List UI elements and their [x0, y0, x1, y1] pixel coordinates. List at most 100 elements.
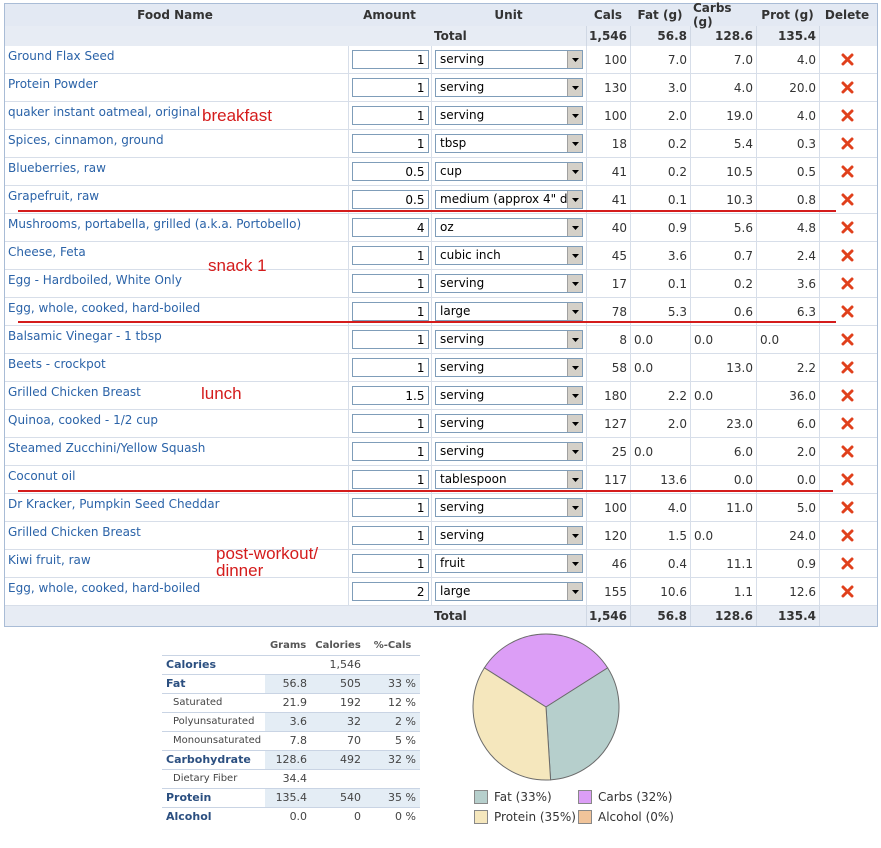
food-name-link[interactable]: Quinoa, cooked - 1/2 cup: [8, 412, 159, 427]
chevron-down-icon[interactable]: [567, 135, 582, 152]
food-name-link[interactable]: Dr Kracker, Pumpkin Seed Cheddar: [8, 496, 220, 511]
amount-input[interactable]: [351, 162, 429, 181]
unit-select[interactable]: large: [435, 582, 583, 601]
delete-icon[interactable]: [841, 501, 854, 514]
chevron-down-icon[interactable]: [567, 247, 582, 264]
amount-input[interactable]: [351, 582, 429, 601]
chevron-down-icon[interactable]: [567, 191, 582, 208]
chevron-down-icon[interactable]: [567, 387, 582, 404]
chevron-down-icon[interactable]: [567, 79, 582, 96]
amount-input[interactable]: [351, 330, 429, 349]
food-name-link[interactable]: Spices, cinnamon, ground: [8, 132, 164, 147]
chevron-down-icon[interactable]: [567, 555, 582, 572]
food-name-link[interactable]: Grilled Chicken Breast: [8, 384, 141, 399]
chevron-down-icon[interactable]: [567, 219, 582, 236]
unit-select[interactable]: tablespoon: [435, 470, 583, 489]
chevron-down-icon[interactable]: [567, 527, 582, 544]
amount-input[interactable]: [351, 134, 429, 153]
unit-select[interactable]: tbsp: [435, 134, 583, 153]
chevron-down-icon[interactable]: [567, 415, 582, 432]
delete-icon[interactable]: [841, 137, 854, 150]
delete-icon[interactable]: [841, 193, 854, 206]
food-name-link[interactable]: Kiwi fruit, raw: [8, 552, 91, 567]
food-name-link[interactable]: Grapefruit, raw: [8, 188, 100, 203]
chevron-down-icon[interactable]: [567, 275, 582, 292]
unit-select[interactable]: serving: [435, 358, 583, 377]
amount-input[interactable]: [351, 302, 429, 321]
chevron-down-icon[interactable]: [567, 303, 582, 320]
delete-icon[interactable]: [841, 473, 854, 486]
unit-select[interactable]: serving: [435, 274, 583, 293]
delete-icon[interactable]: [841, 389, 854, 402]
amount-input[interactable]: [351, 526, 429, 545]
unit-select[interactable]: cup: [435, 162, 583, 181]
unit-select[interactable]: serving: [435, 498, 583, 517]
amount-input[interactable]: [351, 78, 429, 97]
unit-select[interactable]: serving: [435, 50, 583, 69]
delete-icon[interactable]: [841, 109, 854, 122]
unit-select[interactable]: medium (approx 4" dia: [435, 190, 583, 209]
chevron-down-icon[interactable]: [567, 331, 582, 348]
delete-icon[interactable]: [841, 557, 854, 570]
food-name-link[interactable]: Coconut oil: [8, 468, 76, 483]
delete-icon[interactable]: [841, 53, 854, 66]
unit-select[interactable]: serving: [435, 330, 583, 349]
amount-input[interactable]: [351, 50, 429, 69]
chevron-down-icon[interactable]: [567, 163, 582, 180]
delete-icon[interactable]: [841, 361, 854, 374]
amount-input[interactable]: [351, 218, 429, 237]
unit-select[interactable]: serving: [435, 526, 583, 545]
food-name-link[interactable]: Balsamic Vinegar - 1 tbsp: [8, 328, 162, 343]
chevron-down-icon[interactable]: [567, 443, 582, 460]
amount-input[interactable]: [351, 190, 429, 209]
amount-input[interactable]: [351, 386, 429, 405]
unit-select[interactable]: fruit: [435, 554, 583, 573]
food-name-link[interactable]: Protein Powder: [8, 76, 98, 91]
food-name-link[interactable]: Steamed Zucchini/Yellow Squash: [8, 440, 206, 455]
chevron-down-icon[interactable]: [567, 471, 582, 488]
delete-icon[interactable]: [841, 249, 854, 262]
delete-icon[interactable]: [841, 221, 854, 234]
unit-select[interactable]: serving: [435, 442, 583, 461]
delete-icon[interactable]: [841, 445, 854, 458]
food-name-link[interactable]: Mushrooms, portabella, grilled (a.k.a. P…: [8, 216, 302, 231]
unit-select[interactable]: oz: [435, 218, 583, 237]
unit-select[interactable]: serving: [435, 78, 583, 97]
amount-input[interactable]: [351, 442, 429, 461]
chevron-down-icon[interactable]: [567, 583, 582, 600]
delete-icon[interactable]: [841, 305, 854, 318]
food-name-link[interactable]: quaker instant oatmeal, original: [8, 104, 201, 119]
chevron-down-icon[interactable]: [567, 107, 582, 124]
amount-input[interactable]: [351, 246, 429, 265]
chevron-down-icon[interactable]: [567, 51, 582, 68]
delete-icon[interactable]: [841, 529, 854, 542]
unit-select[interactable]: large: [435, 302, 583, 321]
food-name-link[interactable]: Beets - crockpot: [8, 356, 106, 371]
amount-input[interactable]: [351, 106, 429, 125]
delete-icon[interactable]: [841, 417, 854, 430]
unit-select[interactable]: serving: [435, 414, 583, 433]
chevron-down-icon[interactable]: [567, 359, 582, 376]
food-name-link[interactable]: Cheese, Feta: [8, 244, 86, 259]
unit-select[interactable]: serving: [435, 106, 583, 125]
amount-input[interactable]: [351, 414, 429, 433]
food-name-link[interactable]: Egg, whole, cooked, hard-boiled: [8, 580, 201, 595]
amount-input[interactable]: [351, 554, 429, 573]
food-name-link[interactable]: Egg, whole, cooked, hard-boiled: [8, 300, 201, 315]
amount-input[interactable]: [351, 498, 429, 517]
amount-input[interactable]: [351, 274, 429, 293]
chevron-down-icon[interactable]: [567, 499, 582, 516]
food-name-link[interactable]: Blueberries, raw: [8, 160, 106, 175]
food-name-link[interactable]: Egg - Hardboiled, White Only: [8, 272, 182, 287]
food-name-link[interactable]: Ground Flax Seed: [8, 48, 115, 63]
delete-icon[interactable]: [841, 585, 854, 598]
amount-input[interactable]: [351, 358, 429, 377]
delete-icon[interactable]: [841, 81, 854, 94]
unit-select[interactable]: cubic inch: [435, 246, 583, 265]
delete-icon[interactable]: [841, 277, 854, 290]
food-name-link[interactable]: Grilled Chicken Breast: [8, 524, 141, 539]
amount-input[interactable]: [351, 470, 429, 489]
unit-select[interactable]: serving: [435, 386, 583, 405]
delete-icon[interactable]: [841, 333, 854, 346]
delete-icon[interactable]: [841, 165, 854, 178]
